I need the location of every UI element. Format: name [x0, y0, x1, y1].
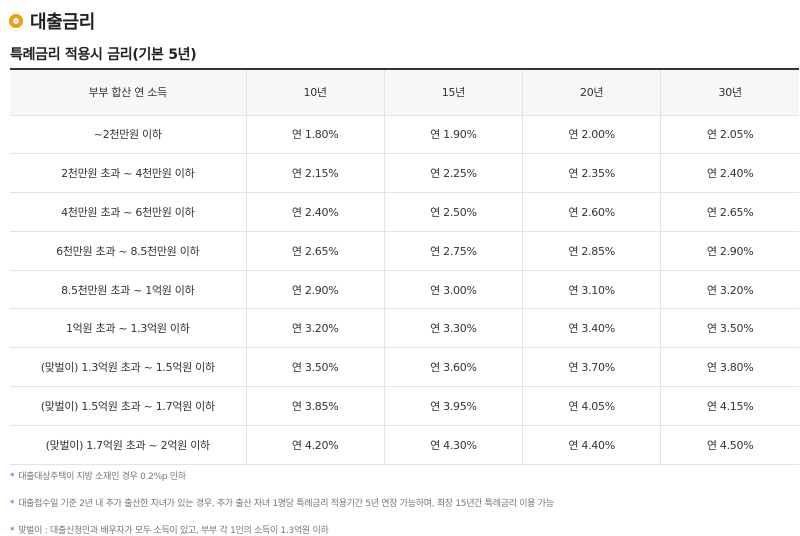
header-20y: 20년 — [522, 69, 662, 116]
rate-cell: 연 3.50% — [246, 347, 385, 388]
header-10y: 10년 — [246, 69, 385, 116]
income-cell: 6천만원 초과 ~ 8.5천만원 이하 — [10, 231, 247, 271]
rate-cell: 연 2.85% — [522, 231, 662, 271]
note-text: 대출대상주택이 지방 소재인 경우 0.2%p 인하 — [18, 472, 186, 482]
note-item: * 대출접수일 기준 2년 내 추가 출산한 자녀가 있는 경우, 추가 출산 자… — [10, 498, 800, 525]
asterisk-icon: * — [10, 472, 15, 482]
rate-cell: 연 2.25% — [384, 153, 524, 194]
section-title: 대출금리 — [30, 12, 96, 33]
table-row: 6천만원 초과 ~ 8.5천만원 이하 연 2.65% 연 2.75% 연 2.… — [10, 231, 799, 271]
rate-cell: 연 3.10% — [522, 270, 662, 310]
rate-cell: 연 4.50% — [660, 425, 799, 465]
rate-cell: 연 3.40% — [522, 308, 662, 349]
rate-cell: 연 2.40% — [246, 192, 385, 232]
income-cell: ~2천만원 이하 — [10, 115, 247, 155]
income-cell: (맞벌이) 1.3억원 초과 ~ 1.5억원 이하 — [10, 347, 247, 388]
interest-rate-table: 부부 합산 연 소득 10년 15년 20년 30년 ~2천만원 이하 연 1.… — [10, 68, 799, 465]
rate-cell: 연 4.15% — [660, 386, 799, 426]
table-title: 특례금리 적용시 금리(기본 5년) — [10, 47, 197, 63]
rate-cell: 연 3.70% — [522, 347, 662, 388]
income-cell: 4천만원 초과 ~ 6천만원 이하 — [10, 192, 247, 232]
rate-cell: 연 3.20% — [660, 270, 799, 310]
asterisk-icon: * — [10, 499, 15, 509]
rate-cell: 연 4.40% — [522, 425, 662, 465]
rate-cell: 연 3.95% — [384, 386, 524, 426]
income-cell: 8.5천만원 초과 ~ 1억원 이하 — [10, 270, 247, 310]
table-row: (맞벌이) 1.5억원 초과 ~ 1.7억원 이하 연 3.85% 연 3.95… — [10, 386, 799, 426]
circle-bullet-icon — [9, 14, 23, 28]
note-text: 맞벌이 : 대출신청인과 배우자가 모두 소득이 있고, 부부 각 1인의 소득… — [18, 526, 329, 536]
income-cell: 1억원 초과 ~ 1.3억원 이하 — [10, 308, 247, 349]
table-row: 1억원 초과 ~ 1.3억원 이하 연 3.20% 연 3.30% 연 3.40… — [10, 308, 799, 349]
note-text: 대출접수일 기준 2년 내 추가 출산한 자녀가 있는 경우, 추가 출산 자녀… — [18, 499, 554, 509]
table-header-row: 부부 합산 연 소득 10년 15년 20년 30년 — [10, 69, 799, 116]
rate-cell: 연 4.30% — [384, 425, 524, 465]
rate-cell: 연 2.90% — [660, 231, 799, 271]
rate-cell: 연 3.30% — [384, 308, 524, 349]
rate-cell: 연 3.00% — [384, 270, 524, 310]
rate-cell: 연 1.80% — [246, 115, 385, 155]
note-item: * 대출대상주택이 지방 소재인 경우 0.2%p 인하 — [10, 471, 800, 498]
rate-cell: 연 2.40% — [660, 153, 799, 194]
rate-cell: 연 4.05% — [522, 386, 662, 426]
rate-cell: 연 2.15% — [246, 153, 385, 194]
rate-cell: 연 3.20% — [246, 308, 385, 349]
income-cell: (맞벌이) 1.5억원 초과 ~ 1.7억원 이하 — [10, 386, 247, 426]
table-row: ~2천만원 이하 연 1.80% 연 1.90% 연 2.00% 연 2.05% — [10, 115, 799, 155]
header-15y: 15년 — [384, 69, 524, 116]
income-cell: 2천만원 초과 ~ 4천만원 이하 — [10, 153, 247, 194]
notes-list: * 대출대상주택이 지방 소재인 경우 0.2%p 인하 * 대출접수일 기준 2년… — [10, 471, 800, 536]
table-row: 4천만원 초과 ~ 6천만원 이하 연 2.40% 연 2.50% 연 2.60… — [10, 192, 799, 232]
header-30y: 30년 — [660, 69, 799, 116]
rate-cell: 연 2.60% — [522, 192, 662, 232]
rate-cell: 연 2.65% — [246, 231, 385, 271]
rate-cell: 연 2.50% — [384, 192, 524, 232]
asterisk-icon: * — [10, 526, 15, 536]
rate-cell: 연 4.20% — [246, 425, 385, 465]
table-row: 8.5천만원 초과 ~ 1억원 이하 연 2.90% 연 3.00% 연 3.1… — [10, 270, 799, 310]
rate-cell: 연 2.35% — [522, 153, 662, 194]
table-row: 2천만원 초과 ~ 4천만원 이하 연 2.15% 연 2.25% 연 2.35… — [10, 153, 799, 194]
rate-cell: 연 2.00% — [522, 115, 662, 155]
header-income: 부부 합산 연 소득 — [10, 69, 247, 116]
rate-cell: 연 3.50% — [660, 308, 799, 349]
rate-cell: 연 2.05% — [660, 115, 799, 155]
note-item: * 맞벌이 : 대출신청인과 배우자가 모두 소득이 있고, 부부 각 1인의 소… — [10, 525, 800, 536]
rate-cell: 연 3.60% — [384, 347, 524, 388]
rate-cell: 연 2.75% — [384, 231, 524, 271]
section-header: 대출금리 — [9, 8, 95, 34]
rate-cell: 연 3.85% — [246, 386, 385, 426]
rate-cell: 연 3.80% — [660, 347, 799, 388]
rate-cell: 연 2.65% — [660, 192, 799, 232]
table-row: (맞벌이) 1.7억원 초과 ~ 2억원 이하 연 4.20% 연 4.30% … — [10, 425, 799, 465]
table-row: (맞벌이) 1.3억원 초과 ~ 1.5억원 이하 연 3.50% 연 3.60… — [10, 347, 799, 388]
rate-cell: 연 2.90% — [246, 270, 385, 310]
rate-cell: 연 1.90% — [384, 115, 524, 155]
income-cell: (맞벌이) 1.7억원 초과 ~ 2억원 이하 — [10, 425, 247, 465]
